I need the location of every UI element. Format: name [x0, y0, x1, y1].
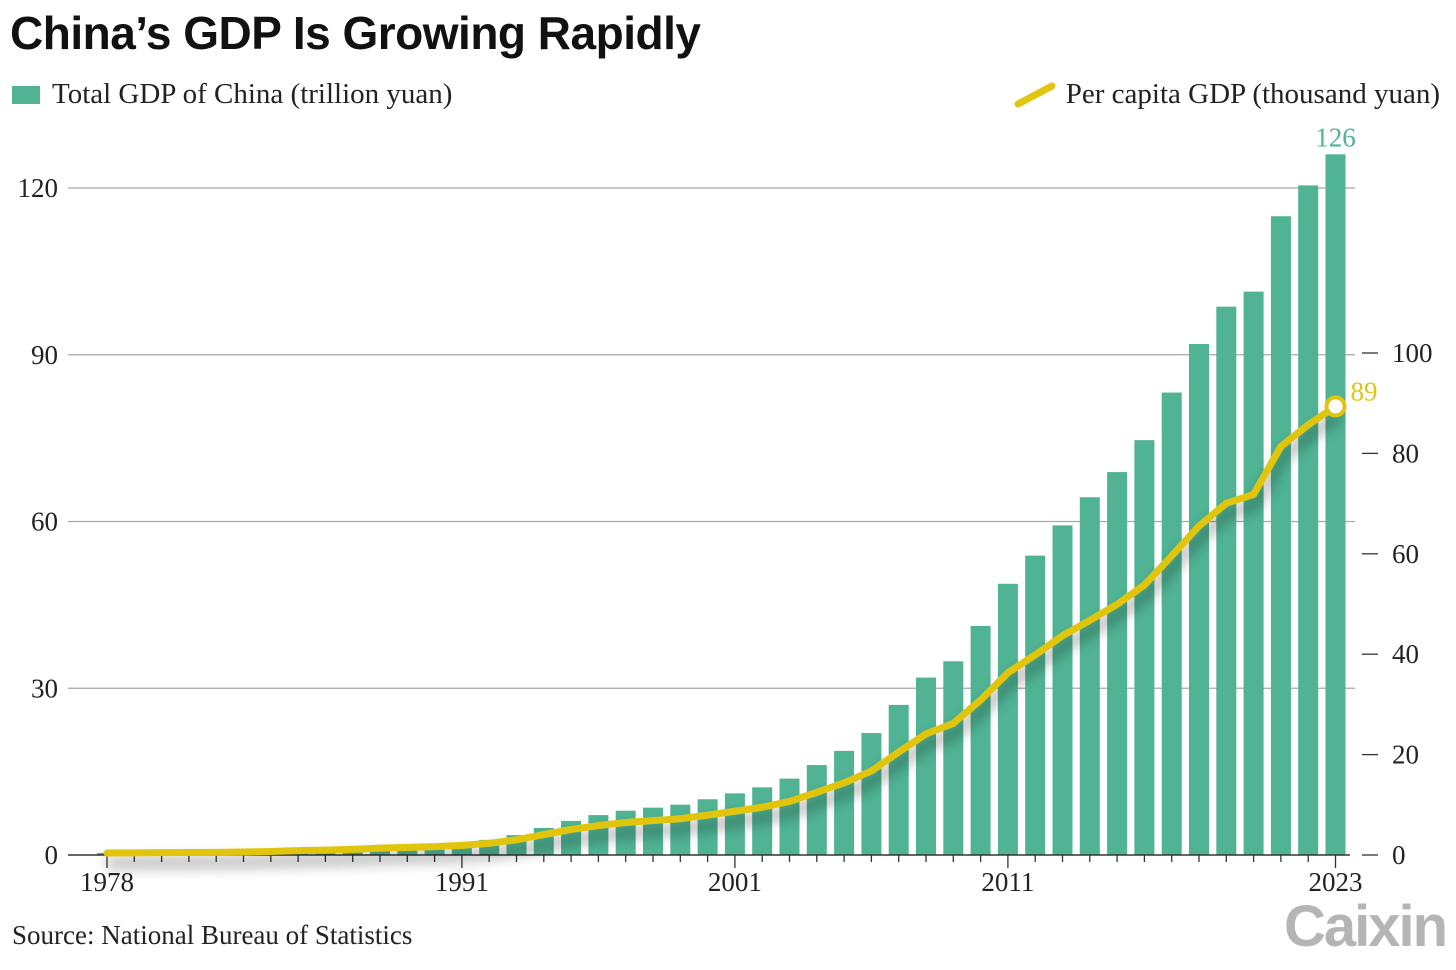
bar-2023	[1325, 154, 1346, 855]
x-tick-label: 2023	[1309, 867, 1363, 897]
legend-label-per-capita: Per capita GDP (thousand yuan)	[1065, 78, 1440, 110]
bar-2012	[1025, 555, 1046, 855]
y-left-tick-label: 90	[31, 340, 58, 370]
bar-2001	[724, 793, 745, 855]
bar-2011	[997, 583, 1018, 855]
bar-2014	[1079, 497, 1100, 855]
y-right-tick-label: 20	[1392, 740, 1419, 770]
bar-2003	[779, 778, 800, 855]
bar-2000	[697, 799, 718, 855]
caixin-logo: Caixin	[1283, 894, 1448, 959]
legend-swatch-line	[1014, 82, 1056, 107]
legend-label-total-gdp: Total GDP of China (trillion yuan)	[52, 78, 453, 110]
bar-2018	[1189, 344, 1209, 855]
bar-2009	[943, 661, 964, 855]
x-axis	[68, 854, 1350, 868]
line-end-marker	[1324, 395, 1347, 418]
legend-item-per-capita: Per capita GDP (thousand yuan)	[1014, 78, 1440, 111]
x-tick-label: 1991	[435, 867, 489, 897]
y-left-tick-label: 0	[45, 840, 59, 870]
bar-end-label: 126	[1315, 122, 1356, 152]
bar-2002	[752, 787, 773, 855]
line-end-label: 89	[1351, 376, 1378, 406]
bar-series	[97, 154, 1346, 856]
bar-2016	[1134, 440, 1155, 855]
bar-2007	[888, 704, 909, 855]
legend-item-total-gdp: Total GDP of China (trillion yuan)	[12, 78, 452, 111]
bar-2019	[1216, 306, 1237, 855]
bar-2004	[806, 765, 827, 855]
bar-2008	[916, 677, 936, 855]
bar-2015	[1107, 472, 1128, 855]
y-left-tick-label: 120	[18, 173, 59, 203]
bar-1996	[588, 815, 609, 855]
y-right-tick-label: 40	[1392, 639, 1419, 669]
bar-1997	[615, 810, 636, 855]
per-capita-line	[103, 402, 1339, 857]
chart-title: China’s GDP Is Growing Rapidly	[10, 7, 701, 59]
bar-2022	[1298, 185, 1319, 856]
x-tick-label: 2001	[708, 867, 762, 897]
bar-2013	[1052, 525, 1073, 855]
bar-1999	[670, 804, 691, 855]
x-tick-label: 1978	[80, 867, 134, 897]
bar-2005	[834, 750, 855, 855]
bar-2006	[861, 733, 882, 855]
y-right-tick-label: 60	[1392, 539, 1419, 569]
y-right-tick-label: 100	[1392, 338, 1433, 368]
y-right-tick-label: 0	[1392, 840, 1406, 870]
bar-2010	[970, 625, 991, 855]
y-left-tick-label: 60	[31, 507, 58, 537]
line-series	[103, 395, 1347, 857]
y-left-tick-label: 30	[31, 673, 58, 703]
x-tick-label: 2011	[981, 867, 1034, 897]
legend-swatch-bar	[12, 85, 40, 104]
axis-labels: 0 30 60 90 120 0 20 40 60 80 100 1978 1991 2001 2011 20…	[18, 122, 1433, 897]
source-note: Source: National Bureau of Statistics	[12, 920, 413, 950]
bar-1998	[643, 807, 663, 855]
y-right-tick-label: 80	[1392, 438, 1419, 468]
bar-2017	[1161, 392, 1182, 855]
bar-2020	[1243, 291, 1264, 856]
bar-2021	[1270, 216, 1291, 855]
